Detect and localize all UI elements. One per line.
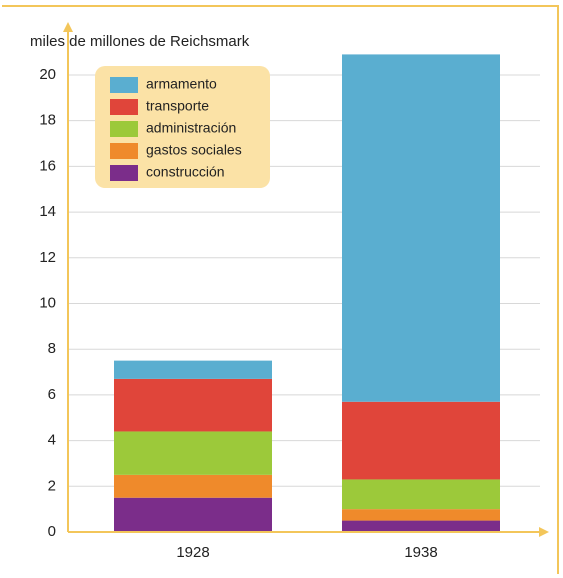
chart-title: miles de millones de Reichsmark (30, 33, 250, 50)
y-tick-label: 18 (39, 112, 56, 129)
y-tick-label: 20 (39, 66, 56, 83)
bar-segment (114, 431, 272, 475)
bar-segment (114, 474, 272, 498)
legend-label: gastos sociales (146, 142, 242, 158)
y-tick-label: 2 (48, 477, 56, 494)
x-tick-label: 1928 (176, 544, 209, 561)
frame (2, 5, 559, 574)
legend-label: transporte (146, 98, 209, 114)
x-tick-label: 1938 (404, 544, 437, 561)
bar-segment (342, 54, 500, 402)
y-tick-label: 0 (48, 523, 56, 540)
y-tick-label: 8 (48, 340, 56, 357)
legend-label: armamento (146, 76, 217, 92)
y-tick-label: 6 (48, 386, 56, 403)
legend-box (95, 66, 270, 188)
legend-label: construcción (146, 164, 225, 180)
legend-swatch (110, 99, 138, 115)
bar-segment (114, 378, 272, 432)
bar-segment (342, 479, 500, 510)
legend-swatch (110, 121, 138, 137)
legend-swatch (110, 143, 138, 159)
y-tick-label: 14 (39, 203, 56, 220)
legend-label: administración (146, 120, 236, 136)
y-tick-label: 16 (39, 157, 56, 174)
bar-segment (342, 401, 500, 480)
bar-segment (114, 497, 272, 532)
legend-swatch (110, 165, 138, 181)
legend: armamento transporte administración gastos … (95, 66, 270, 188)
y-tick-label: 4 (48, 432, 56, 449)
bar-segment (114, 360, 272, 379)
legend-swatch (110, 77, 138, 93)
x-axis-arrow (539, 527, 549, 537)
bar-segment (342, 509, 500, 521)
y-tick-label: 10 (39, 294, 56, 311)
bar-segment (342, 520, 500, 532)
y-axis-arrow (63, 22, 73, 32)
y-tick-label: 12 (39, 249, 56, 266)
